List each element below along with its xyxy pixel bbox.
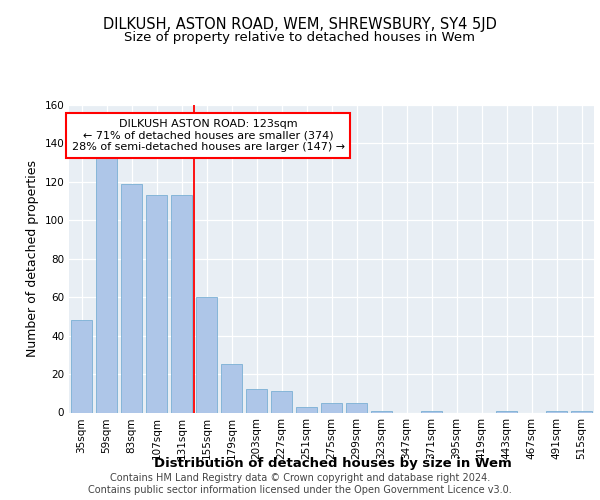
Text: Size of property relative to detached houses in Wem: Size of property relative to detached ho… [125,31,476,44]
Bar [71,320,92,412]
Bar [571,410,592,412]
Bar [371,410,392,412]
Bar [546,410,567,412]
Text: DILKUSH, ASTON ROAD, WEM, SHREWSBURY, SY4 5JD: DILKUSH, ASTON ROAD, WEM, SHREWSBURY, SY… [103,18,497,32]
Bar [196,297,217,412]
Bar [221,364,242,412]
Bar [321,403,342,412]
Bar [246,390,267,412]
Bar [146,196,167,412]
Bar [96,157,117,412]
Text: Distribution of detached houses by size in Wem: Distribution of detached houses by size … [154,458,512,470]
Bar [421,410,442,412]
Text: Contains HM Land Registry data © Crown copyright and database right 2024.
Contai: Contains HM Land Registry data © Crown c… [88,474,512,495]
Bar [121,184,142,412]
Bar [346,403,367,412]
Bar [496,410,517,412]
Bar [171,196,192,412]
Text: DILKUSH ASTON ROAD: 123sqm
← 71% of detached houses are smaller (374)
28% of sem: DILKUSH ASTON ROAD: 123sqm ← 71% of deta… [71,119,344,152]
Bar [271,392,292,412]
Y-axis label: Number of detached properties: Number of detached properties [26,160,39,357]
Bar [296,406,317,412]
